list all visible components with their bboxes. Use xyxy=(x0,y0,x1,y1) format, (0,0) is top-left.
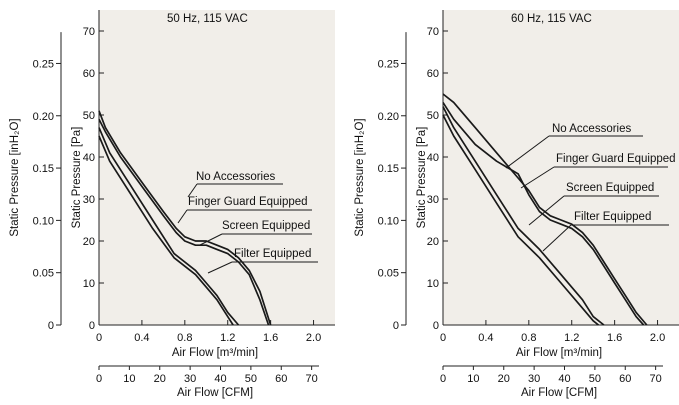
inh2o-tick-label: 0.10 xyxy=(378,215,399,227)
chart-condition-title: 50 Hz, 115 VAC xyxy=(167,13,248,25)
y-tick-label: 20 xyxy=(427,236,439,248)
cfm-axis-title: Air Flow [CFM] xyxy=(177,387,253,399)
series-label: No Accessories xyxy=(196,171,276,183)
plot-area xyxy=(99,10,335,325)
leader-line xyxy=(528,195,565,226)
series-label: Filter Equipped xyxy=(574,211,651,223)
series-line-3 xyxy=(98,127,240,326)
x-tick-label: 0 xyxy=(96,332,102,344)
series-line-1 xyxy=(442,93,648,326)
y-tick-label: 40 xyxy=(83,152,95,164)
x-tick-label: 0.8 xyxy=(521,332,536,344)
inh2o-tick-label: 0.25 xyxy=(378,58,399,70)
y-tick-label: 60 xyxy=(427,68,439,80)
cfm-tick-label: 50 xyxy=(245,373,257,385)
inh2o-tick-label: 0 xyxy=(48,320,54,332)
inh2o-axis-title: Static Pressure [inH₂O] xyxy=(354,118,366,236)
chart-panel-1: 0 10 20 30 40 50 60 70 0 0.4 0.8 1.2 1.6 2.0 Air Flow … xyxy=(9,10,335,399)
y-tick-label: 10 xyxy=(427,278,439,290)
series-label: Screen Equipped xyxy=(566,182,654,194)
cfm-tick-label: 10 xyxy=(123,373,135,385)
inh2o-tick-label: 0.20 xyxy=(378,111,399,123)
inh2o-axis-title: Static Pressure [inH₂O] xyxy=(9,118,21,236)
series-line-2 xyxy=(442,101,645,326)
y-axis-title: Static Pressure [Pa] xyxy=(71,127,83,229)
leader-line xyxy=(187,183,198,198)
cfm-tick-label: 0 xyxy=(96,373,102,385)
series-label: Screen Equipped xyxy=(222,220,310,232)
series-label: No Accessories xyxy=(552,123,632,135)
leader-line xyxy=(177,209,188,224)
x-tick-label: 2.0 xyxy=(650,332,665,344)
cfm-tick-label: 70 xyxy=(306,373,318,385)
cfm-tick-label: 70 xyxy=(650,373,662,385)
cfm-tick-label: 20 xyxy=(154,373,166,385)
series-line-3 xyxy=(442,106,605,326)
cfm-tick-label: 0 xyxy=(440,373,446,385)
inh2o-tick-label: 0.20 xyxy=(33,111,54,123)
inh2o-tick-label: 0.10 xyxy=(33,215,54,227)
cfm-tick-label: 40 xyxy=(214,373,226,385)
y-tick-label: 50 xyxy=(83,110,95,122)
y-tick-label: 40 xyxy=(427,152,439,164)
x-axis-title: Air Flow [m³/min] xyxy=(172,347,258,359)
inh2o-tick-label: 0.05 xyxy=(378,268,399,280)
series-label: Finger Guard Equipped xyxy=(188,196,308,208)
cfm-axis-title: Air Flow [CFM] xyxy=(521,387,597,399)
leader-line xyxy=(520,166,555,189)
y-tick-label: 60 xyxy=(83,68,95,80)
y-tick-label: 10 xyxy=(83,278,95,290)
leader-line xyxy=(207,261,233,274)
y-axis-title: Static Pressure [Pa] xyxy=(416,127,428,229)
cfm-tick-label: 40 xyxy=(558,373,570,385)
x-axis-title: Air Flow [m³/min] xyxy=(516,347,602,359)
series-line-2 xyxy=(98,118,270,326)
y-tick-label: 70 xyxy=(83,26,95,38)
x-tick-label: 0.4 xyxy=(134,332,149,344)
series-line-1 xyxy=(98,110,272,326)
y-tick-label: 70 xyxy=(427,26,439,38)
series-line-4 xyxy=(98,135,234,326)
y-tick-label: 20 xyxy=(83,236,95,248)
chart-condition-title: 60 Hz, 115 VAC xyxy=(511,13,592,25)
y-tick-label: 30 xyxy=(83,194,95,206)
leader-line xyxy=(199,233,223,246)
cfm-tick-label: 10 xyxy=(467,373,479,385)
cfm-tick-label: 30 xyxy=(528,373,540,385)
inh2o-tick-label: 0.15 xyxy=(378,163,399,175)
cfm-tick-label: 50 xyxy=(589,373,601,385)
cfm-tick-label: 60 xyxy=(275,373,287,385)
inh2o-tick-label: 0 xyxy=(393,320,399,332)
inh2o-tick-label: 0.05 xyxy=(33,268,54,280)
x-tick-label: 1.2 xyxy=(564,332,579,344)
x-tick-label: 0 xyxy=(440,332,446,344)
y-tick-label: 30 xyxy=(427,194,439,206)
cfm-tick-label: 30 xyxy=(184,373,196,385)
series-line-4 xyxy=(442,114,600,326)
x-tick-label: 2.0 xyxy=(306,332,321,344)
x-tick-label: 1.6 xyxy=(263,332,278,344)
y-tick-label: 50 xyxy=(427,110,439,122)
inh2o-tick-label: 0.15 xyxy=(33,163,54,175)
x-tick-label: 1.2 xyxy=(220,332,235,344)
cfm-tick-label: 60 xyxy=(619,373,631,385)
series-label: Finger Guard Equipped xyxy=(556,153,676,165)
x-tick-label: 0.4 xyxy=(478,332,493,344)
x-tick-label: 1.6 xyxy=(607,332,622,344)
chart-panel-2: 0 10 20 30 40 50 60 70 0 0.4 0.8 1.2 1.6 2.0 Air Flow … xyxy=(354,10,679,399)
series-label: Filter Equipped xyxy=(234,248,311,260)
y-tick-label: 0 xyxy=(433,320,439,332)
inh2o-tick-label: 0.25 xyxy=(33,58,54,70)
leader-line xyxy=(542,224,572,252)
y-tick-label: 0 xyxy=(89,320,95,332)
x-tick-label: 0.8 xyxy=(177,332,192,344)
leader-line xyxy=(505,135,550,169)
cfm-tick-label: 20 xyxy=(498,373,510,385)
